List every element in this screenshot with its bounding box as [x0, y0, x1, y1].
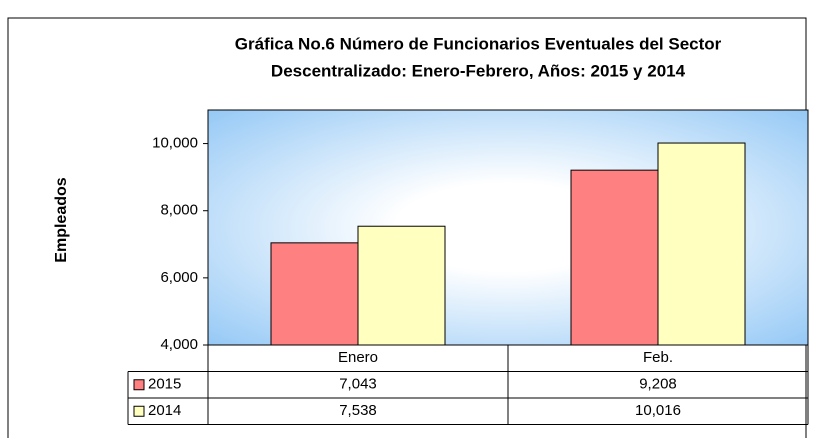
- y-tick-label: 10,000: [152, 135, 198, 152]
- data-label: 7,538: [339, 402, 377, 419]
- legend-swatch: [133, 405, 145, 417]
- y-tick-label: 4,000: [160, 336, 198, 353]
- bar: [357, 225, 446, 346]
- bar: [270, 242, 359, 346]
- legend-swatch: [133, 379, 145, 391]
- y-tick-label: 8,000: [160, 202, 198, 219]
- data-label: 10,016: [635, 402, 681, 419]
- y-axis-label: Empleados: [53, 177, 70, 262]
- legend-label: 2014: [148, 402, 181, 419]
- legend-label: 2015: [148, 376, 181, 393]
- data-label: 9,208: [639, 376, 677, 393]
- data-label: 7,043: [339, 376, 377, 393]
- y-tick-label: 6,000: [160, 269, 198, 286]
- x-tick-label: Feb.: [643, 349, 673, 366]
- x-tick-label: Enero: [338, 349, 378, 366]
- chart-title: Gráfica No.6 Número de Funcionarios Even…: [235, 34, 722, 53]
- chart-title: Descentralizado: Enero-Febrero, Años: 20…: [271, 61, 686, 80]
- bar: [570, 169, 659, 346]
- bar: [657, 142, 746, 346]
